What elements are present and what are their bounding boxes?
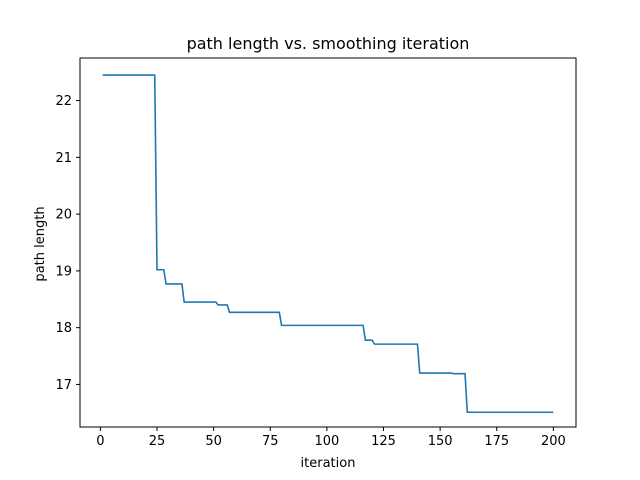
y-tick-label: 17 (55, 378, 72, 393)
x-tick-label: 125 (371, 434, 396, 449)
x-tick-label: 25 (149, 434, 166, 449)
x-tick-label: 200 (541, 434, 566, 449)
y-axis-title: path length (33, 206, 48, 281)
x-tick-label: 100 (314, 434, 339, 449)
x-tick-label: 50 (205, 434, 222, 449)
x-axis: 0 25 50 75 100 125 150 175 200 (96, 427, 566, 449)
x-tick-label: 0 (96, 434, 104, 449)
y-tick-label: 22 (55, 94, 72, 109)
y-tick-label: 19 (55, 264, 72, 279)
y-tick-label: 20 (55, 208, 72, 223)
y-tick-label: 21 (55, 151, 72, 166)
chart-title: path length vs. smoothing iteration (187, 34, 470, 53)
y-tick-label: 18 (55, 321, 72, 336)
x-tick-label: 150 (428, 434, 453, 449)
data-line-group (102, 74, 554, 414)
axes-frame (79, 57, 577, 428)
x-tick-label: 75 (262, 434, 279, 449)
x-tick-label: 175 (484, 434, 509, 449)
x-axis-title: iteration (301, 456, 356, 471)
series-line (102, 74, 554, 414)
y-axis: 17 18 19 20 21 22 (55, 94, 80, 393)
